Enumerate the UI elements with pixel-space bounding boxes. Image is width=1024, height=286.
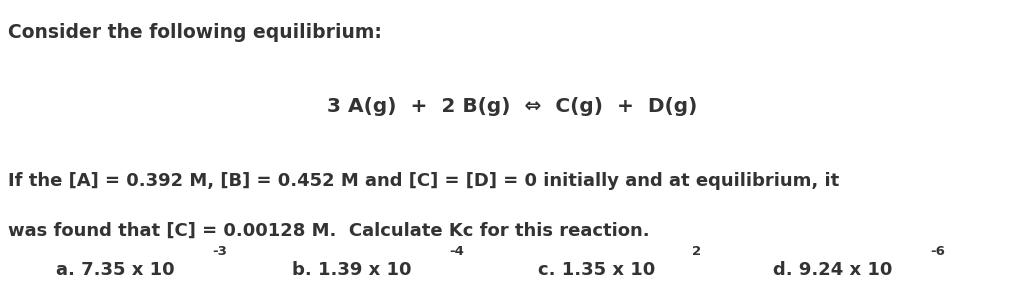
Text: If the [A] = 0.392 M, [B] = 0.452 M and [C] = [D] = 0 initially and at equilibri: If the [A] = 0.392 M, [B] = 0.452 M and …: [8, 172, 840, 190]
Text: c. 1.35 x 10: c. 1.35 x 10: [538, 261, 655, 279]
Text: -3: -3: [212, 245, 227, 258]
Text: d. 9.24 x 10: d. 9.24 x 10: [773, 261, 893, 279]
Text: -6: -6: [930, 245, 945, 258]
Text: 3 A(g)  +  2 B(g)  ⇔  C(g)  +  D(g): 3 A(g) + 2 B(g) ⇔ C(g) + D(g): [327, 97, 697, 116]
Text: Consider the following equilibrium:: Consider the following equilibrium:: [8, 23, 382, 42]
Text: was found that [C] = 0.00128 M.  Calculate Kc for this reaction.: was found that [C] = 0.00128 M. Calculat…: [8, 222, 650, 240]
Text: 2: 2: [692, 245, 701, 258]
Text: a. 7.35 x 10: a. 7.35 x 10: [56, 261, 175, 279]
Text: b. 1.39 x 10: b. 1.39 x 10: [292, 261, 412, 279]
Text: -4: -4: [450, 245, 464, 258]
